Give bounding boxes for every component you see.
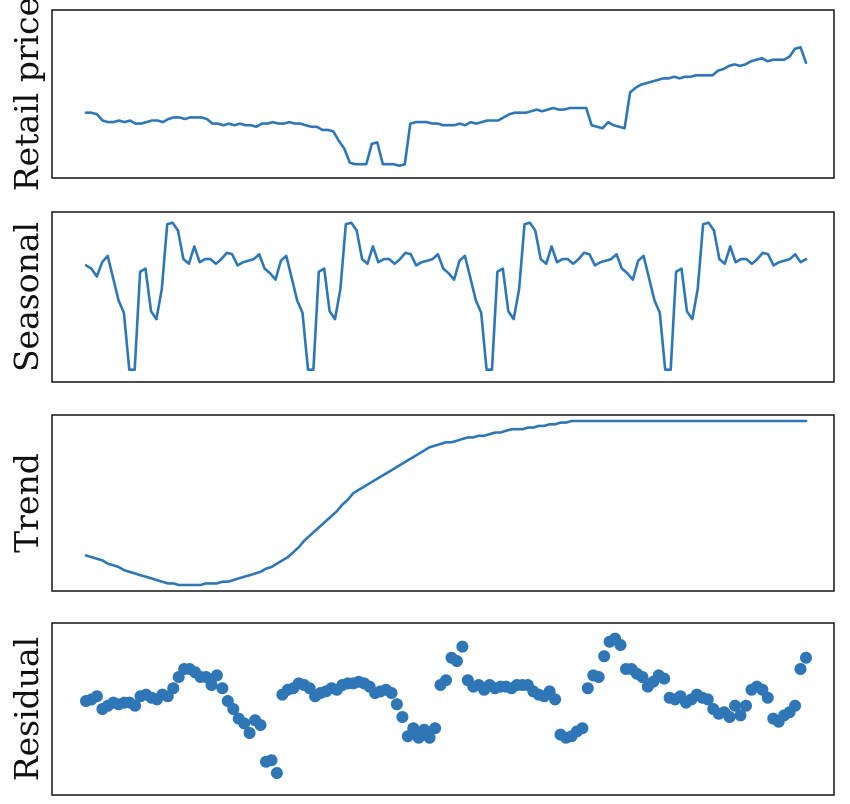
series-marks [80, 632, 812, 779]
data-point [761, 691, 774, 704]
data-point [723, 711, 736, 723]
series-line [84, 221, 808, 371]
data-point [740, 699, 752, 712]
data-point [243, 727, 256, 739]
data-point [734, 709, 747, 722]
y-axis-label: Retail price [7, 0, 46, 191]
data-point [90, 690, 103, 703]
data-point [592, 671, 605, 683]
data-point [729, 699, 742, 712]
data-point [440, 674, 452, 687]
y-axis-label: Residual [7, 637, 46, 781]
panel-residual: Residual [7, 622, 835, 796]
panel-frame [51, 9, 835, 179]
data-point [210, 669, 223, 682]
data-point [385, 687, 398, 699]
data-point [216, 682, 229, 695]
panel-frame [51, 414, 835, 592]
data-point [576, 722, 589, 735]
panel-trend: Trend [7, 414, 835, 592]
data-point [205, 679, 218, 691]
data-point [789, 699, 802, 712]
data-point [390, 698, 403, 711]
data-point [167, 682, 180, 695]
data-point [129, 699, 142, 712]
data-point [794, 663, 807, 675]
data-point [423, 731, 436, 744]
panel-frame [51, 211, 835, 383]
data-point [549, 693, 562, 706]
data-point [614, 639, 627, 651]
data-point [581, 682, 594, 695]
data-point [396, 711, 409, 723]
data-point [265, 754, 278, 767]
series-marks [84, 419, 808, 587]
data-point [429, 722, 442, 735]
y-axis-label: Seasonal [7, 222, 46, 372]
data-point [238, 717, 251, 730]
panel-frame [51, 622, 835, 796]
data-point [636, 671, 649, 683]
data-point [407, 722, 420, 735]
series-marks [84, 221, 808, 371]
data-point [450, 655, 463, 667]
data-point [701, 693, 714, 706]
data-point [227, 703, 240, 715]
series-line [84, 419, 808, 587]
panel-retail-price: Retail price [7, 0, 835, 191]
data-point [598, 650, 611, 663]
panel-seasonal: Seasonal [7, 211, 835, 383]
data-point [254, 719, 267, 731]
y-axis-label: Trend [7, 453, 46, 553]
data-point [456, 640, 469, 653]
data-point [658, 672, 671, 685]
series-marks [84, 45, 808, 168]
data-point [270, 767, 283, 779]
data-point [800, 651, 812, 664]
series-line [84, 45, 808, 168]
